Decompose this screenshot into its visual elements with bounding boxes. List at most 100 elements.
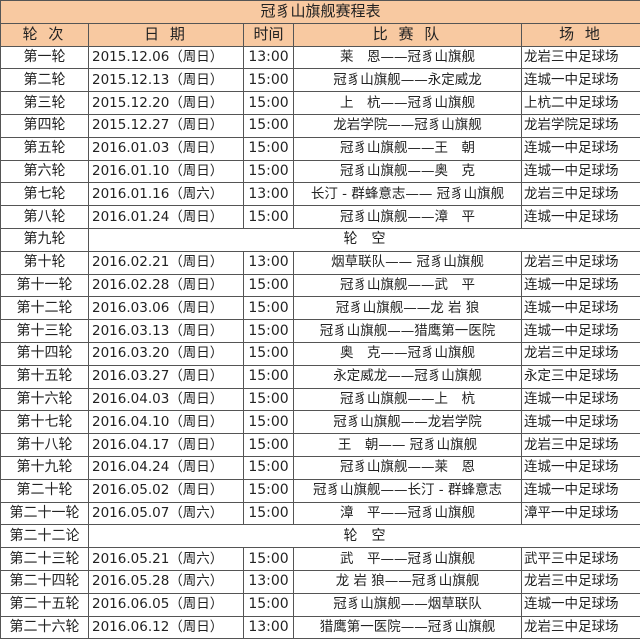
header-venue: 场 地 — [521, 22, 640, 47]
cell-venue: 连城一中足球场 — [521, 592, 640, 617]
cell-date: 2016.02.28（周日） — [88, 273, 244, 298]
table-row: 第十二轮 2016.03.06（周日） 15:00 冠豸山旗舰——龙 岩 狼连城一中足… — [0, 296, 640, 321]
cell-venue: 龙岩学院足球场 — [521, 113, 640, 138]
cell-venue: 连城一中足球场 — [521, 319, 640, 343]
cell-time: 15:00 — [243, 205, 294, 229]
cell-venue: 连城一中足球场 — [521, 296, 640, 321]
cell-round: 第十六轮 — [0, 387, 89, 412]
cell-round: 第七轮 — [0, 182, 89, 207]
cell-time: 15:00 — [243, 159, 294, 184]
table-row: 第二十六轮 2016.06.12（周日） 13:00 猎鹰第一医院——冠豸山旗舰 龙岩三… — [0, 615, 640, 639]
cell-round: 第八轮 — [0, 205, 89, 229]
table-row: 第四轮 2015.12.27（周日） 15:00 龙岩学院——冠豸山旗舰 龙岩学院足球场 — [0, 113, 640, 138]
cell-venue: 永定三中足球场 — [521, 364, 640, 389]
table-title: 冠豸山旗舰赛程表 — [0, 0, 640, 24]
cell-time: 15:00 — [243, 113, 294, 138]
cell-match: 冠豸山旗舰——漳 平 — [293, 205, 522, 229]
cell-round: 第十四轮 — [0, 341, 89, 366]
cell-round: 第十轮 — [0, 250, 89, 275]
cell-date: 2016.03.06（周日） — [88, 296, 244, 321]
cell-time: 15:00 — [243, 68, 294, 93]
cell-time: 15:00 — [243, 547, 294, 571]
cell-round: 第十七轮 — [0, 410, 89, 435]
cell-round: 第五轮 — [0, 136, 89, 161]
cell-date: 2016.05.07（周六） — [88, 501, 244, 526]
cell-date: 2016.05.28（周六） — [88, 569, 244, 594]
cell-time: 15:00 — [243, 273, 294, 298]
cell-date: 2015.12.06（周日） — [88, 45, 244, 70]
cell-venue: 龙岩三中足球场 — [521, 341, 640, 366]
cell-round: 第二十五轮 — [0, 592, 89, 617]
cell-time: 13:00 — [243, 182, 294, 207]
cell-venue: 连城一中足球场 — [521, 205, 640, 229]
cell-round: 第二十三轮 — [0, 547, 89, 571]
cell-match: 奥 克——冠豸山旗舰 — [293, 341, 522, 366]
cell-match: 猎鹰第一医院——冠豸山旗舰 — [293, 615, 522, 639]
table-row: 第二十三轮 2016.05.21（周六） 15:00 武 平——冠豸山旗舰 武平三中足球… — [0, 547, 640, 571]
cell-date: 2015.12.20（周日） — [88, 91, 244, 115]
table-row: 第六轮 2016.01.10（周日） 15:00 冠豸山旗舰——奥 克连城一中足球场 — [0, 159, 640, 184]
cell-round: 第十一轮 — [0, 273, 89, 298]
table-row: 第七轮 2016.01.16（周六） 13:00 长汀 - 群蜂意志—— 冠豸山旗舰龙… — [0, 182, 640, 207]
cell-time: 15:00 — [243, 364, 294, 389]
cell-match: 龙 岩 狼——冠豸山旗舰 — [293, 569, 522, 594]
cell-venue: 龙岩三中足球场 — [521, 250, 640, 275]
cell-venue: 连城一中足球场 — [521, 387, 640, 412]
header-row: 轮 次 日 期 时间 比 赛 队 场 地 — [0, 22, 640, 47]
table-row: 第十三轮 2016.03.13（周日） 15:00 冠豸山旗舰——猎鹰第一医院 连城一中… — [0, 319, 640, 343]
cell-match: 龙岩学院——冠豸山旗舰 — [293, 113, 522, 138]
cell-time: 13:00 — [243, 569, 294, 594]
cell-time: 15:00 — [243, 455, 294, 480]
table-row: 第十一轮 2016.02.28（周日） 15:00 冠豸山旗舰——武 平连城一中足球场 — [0, 273, 640, 298]
cell-match: 莱 恩——冠豸山旗舰 — [293, 45, 522, 70]
table-row: 第二十轮 2016.05.02（周日） 15:00 冠豸山旗舰——长汀 - 群蜂意志连… — [0, 478, 640, 503]
table-row: 第五轮 2016.01.03（周日） 15:00 冠豸山旗舰——王 朝连城一中足球场 — [0, 136, 640, 161]
table-row: 第三轮 2015.12.20（周日） 15:00 上 杭——冠豸山旗舰 上杭二中足球场 — [0, 91, 640, 115]
cell-time: 15:00 — [243, 387, 294, 412]
cell-time: 15:00 — [243, 410, 294, 435]
cell-round: 第十三轮 — [0, 319, 89, 343]
cell-time: 15:00 — [243, 136, 294, 161]
header-date: 日 期 — [88, 22, 244, 47]
table-row: 第二轮 2015.12.13（周日） 15:00 冠豸山旗舰——永定威龙 连城一中足球场 — [0, 68, 640, 93]
table-row: 第二十一轮 2016.05.07（周六） 15:00 漳 平——冠豸山旗舰 漳平一中足球… — [0, 501, 640, 526]
cell-round: 第二十轮 — [0, 478, 89, 503]
cell-time: 15:00 — [243, 433, 294, 457]
cell-venue: 连城一中足球场 — [521, 159, 640, 184]
cell-time: 15:00 — [243, 319, 294, 343]
cell-match: 王 朝—— 冠豸山旗舰 — [293, 433, 522, 457]
cell-time: 15:00 — [243, 341, 294, 366]
cell-round: 第十二轮 — [0, 296, 89, 321]
cell-venue: 漳平一中足球场 — [521, 501, 640, 526]
cell-time: 15:00 — [243, 501, 294, 526]
cell-round: 第一轮 — [0, 45, 89, 70]
cell-match: 漳 平——冠豸山旗舰 — [293, 501, 522, 526]
cell-time: 15:00 — [243, 592, 294, 617]
header-round: 轮 次 — [0, 22, 89, 47]
cell-date: 2016.02.21（周日） — [88, 250, 244, 275]
cell-date: 2016.01.10（周日） — [88, 159, 244, 184]
cell-date: 2016.04.10（周日） — [88, 410, 244, 435]
cell-match: 冠豸山旗舰——武 平 — [293, 273, 522, 298]
table-row: 第十五轮 2016.03.27（周日） 15:00 永定威龙——冠豸山旗舰 永定三中足球… — [0, 364, 640, 389]
cell-round: 第二轮 — [0, 68, 89, 93]
cell-date: 2016.05.02（周日） — [88, 478, 244, 503]
cell-date: 2016.06.05（周日） — [88, 592, 244, 617]
cell-venue: 龙岩三中足球场 — [521, 433, 640, 457]
cell-date: 2016.03.27（周日） — [88, 364, 244, 389]
table-row: 第十轮 2016.02.21（周日） 13:00 烟草联队—— 冠豸山旗舰 龙岩三中足球… — [0, 250, 640, 275]
cell-venue: 龙岩三中足球场 — [521, 569, 640, 594]
cell-round: 第二十四轮 — [0, 569, 89, 594]
table-row: 第十八轮 2016.04.17（周日） 15:00 王 朝—— 冠豸山旗舰 龙岩三中足球… — [0, 433, 640, 457]
header-time: 时间 — [243, 22, 294, 47]
table-row: 第十六轮 2016.04.03（周日） 15:00 冠豸山旗舰——上 杭连城一中足球场 — [0, 387, 640, 412]
cell-bye: 轮 空 — [88, 524, 640, 549]
cell-date: 2015.12.13（周日） — [88, 68, 244, 93]
cell-date: 2016.01.24（周日） — [88, 205, 244, 229]
header-match: 比 赛 队 — [293, 22, 522, 47]
cell-date: 2016.05.21（周六） — [88, 547, 244, 571]
table-row: 第一轮 2015.12.06（周日） 13:00 莱 恩——冠豸山旗舰 龙岩三中足球场 — [0, 45, 640, 70]
cell-round: 第十八轮 — [0, 433, 89, 457]
cell-round: 第二十二论 — [0, 524, 89, 549]
